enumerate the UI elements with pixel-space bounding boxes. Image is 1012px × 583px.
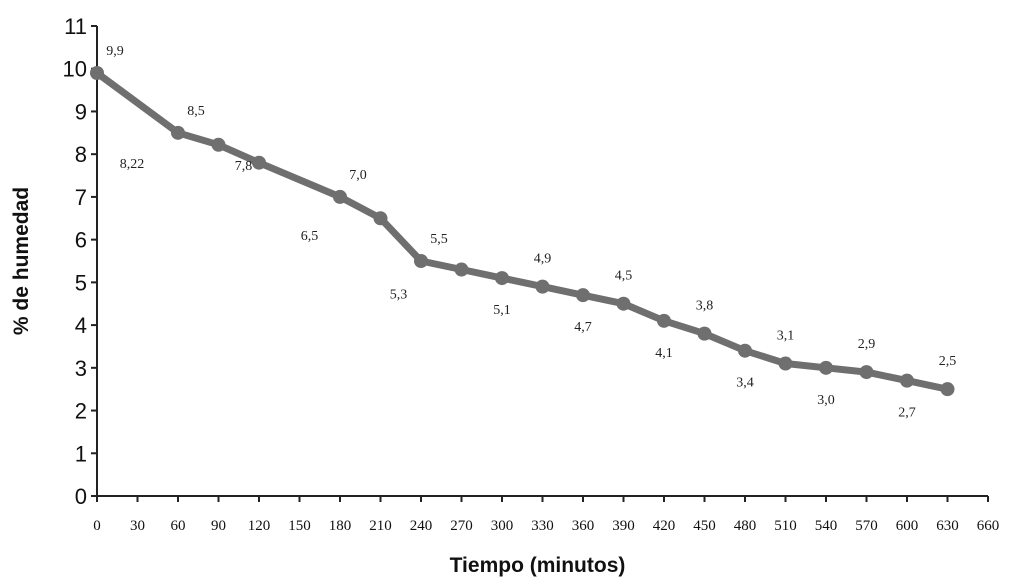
data-point bbox=[414, 254, 428, 268]
data-label: 6,5 bbox=[301, 229, 319, 244]
data-point bbox=[819, 360, 833, 375]
data-label: 4,7 bbox=[574, 320, 592, 335]
y-tick-label: 2 bbox=[75, 399, 87, 424]
data-point bbox=[90, 66, 104, 80]
data-label: 2,9 bbox=[858, 337, 876, 352]
x-tick-label: 660 bbox=[977, 518, 1000, 534]
data-point bbox=[373, 211, 388, 226]
x-tick-label: 240 bbox=[410, 518, 433, 534]
data-point bbox=[657, 313, 671, 328]
data-label: 4,9 bbox=[534, 252, 552, 267]
x-tick-label: 540 bbox=[815, 518, 838, 534]
data-label: 5,5 bbox=[430, 232, 448, 247]
x-tick-label: 330 bbox=[531, 518, 554, 534]
y-tick-label: 7 bbox=[75, 185, 87, 210]
data-labels: 9,9 8,22 8,5 7,8 6,5 7,0 5,5 5,3 5,1 4,9 4,7 4,5 4,1… bbox=[106, 44, 956, 421]
y-tick-label: 6 bbox=[75, 228, 87, 253]
data-point bbox=[454, 262, 469, 277]
data-label: 4,1 bbox=[655, 346, 673, 361]
data-label: 9,9 bbox=[106, 44, 124, 59]
data-point bbox=[535, 279, 550, 294]
data-label: 8,5 bbox=[187, 104, 205, 119]
x-tick-label: 480 bbox=[734, 518, 757, 534]
x-tick-label: 510 bbox=[774, 518, 797, 534]
data-point bbox=[859, 365, 874, 380]
data-point bbox=[495, 271, 509, 286]
data-label: 3,1 bbox=[777, 329, 795, 344]
data-label: 8,22 bbox=[120, 157, 145, 172]
data-point bbox=[333, 189, 347, 204]
y-tick-label: 4 bbox=[75, 313, 87, 338]
x-tick-label: 300 bbox=[491, 518, 514, 534]
data-point bbox=[940, 382, 955, 397]
x-tick-label: 390 bbox=[612, 518, 635, 534]
data-label: 5,1 bbox=[493, 303, 511, 318]
y-tick-label: 8 bbox=[75, 142, 87, 167]
data-label: 7,8 bbox=[235, 159, 253, 174]
data-label: 4,5 bbox=[615, 269, 633, 284]
y-tick-label: 11 bbox=[64, 14, 87, 39]
x-tick-label: 120 bbox=[248, 518, 271, 534]
x-tick-label: 270 bbox=[450, 518, 473, 534]
data-label: 3,8 bbox=[696, 299, 714, 314]
y-tick-label: 0 bbox=[75, 484, 87, 509]
x-tick-label: 60 bbox=[171, 518, 186, 534]
x-tick-label: 420 bbox=[653, 518, 676, 534]
data-point bbox=[211, 137, 226, 152]
data-label: 2,5 bbox=[939, 354, 957, 369]
data-point bbox=[900, 373, 914, 388]
data-label: 3,0 bbox=[817, 393, 835, 408]
data-point bbox=[738, 343, 752, 358]
data-label: 3,4 bbox=[736, 376, 754, 391]
series-points bbox=[90, 66, 955, 397]
series-line bbox=[93, 69, 951, 393]
x-ticks: 0 30 60 90 120 150 180 210 240 270 300 330 360 390 420… bbox=[93, 496, 999, 534]
x-tick-label: 180 bbox=[329, 518, 352, 534]
x-axis-title: Tiempo (minutos) bbox=[450, 554, 626, 577]
y-tick-label: 9 bbox=[75, 99, 87, 124]
data-label: 2,7 bbox=[898, 406, 916, 421]
x-tick-label: 150 bbox=[288, 518, 311, 534]
x-tick-label: 360 bbox=[572, 518, 595, 534]
y-tick-label: 3 bbox=[75, 356, 87, 381]
y-tick-label: 10 bbox=[63, 57, 87, 82]
data-point bbox=[778, 356, 793, 371]
x-tick-label: 0 bbox=[93, 518, 101, 534]
data-point bbox=[576, 288, 590, 303]
x-tick-label: 570 bbox=[855, 518, 878, 534]
x-tick-label: 450 bbox=[693, 518, 716, 534]
y-axis-title: % de humedad bbox=[10, 187, 33, 335]
x-tick-label: 90 bbox=[211, 518, 226, 534]
data-point bbox=[616, 296, 631, 311]
data-point bbox=[171, 125, 185, 140]
x-tick-label: 30 bbox=[130, 518, 145, 534]
data-label: 5,3 bbox=[390, 287, 408, 302]
data-point bbox=[697, 326, 712, 341]
y-tick-label: 5 bbox=[75, 270, 87, 295]
x-tick-label: 600 bbox=[896, 518, 919, 534]
data-label: 7,0 bbox=[349, 168, 367, 183]
x-tick-label: 630 bbox=[936, 518, 959, 534]
y-ticks: 0 1 2 3 4 5 6 7 8 9 10 11 bbox=[63, 14, 97, 509]
y-tick-label: 1 bbox=[75, 441, 87, 466]
data-point bbox=[252, 155, 266, 170]
x-tick-label: 210 bbox=[369, 518, 392, 534]
